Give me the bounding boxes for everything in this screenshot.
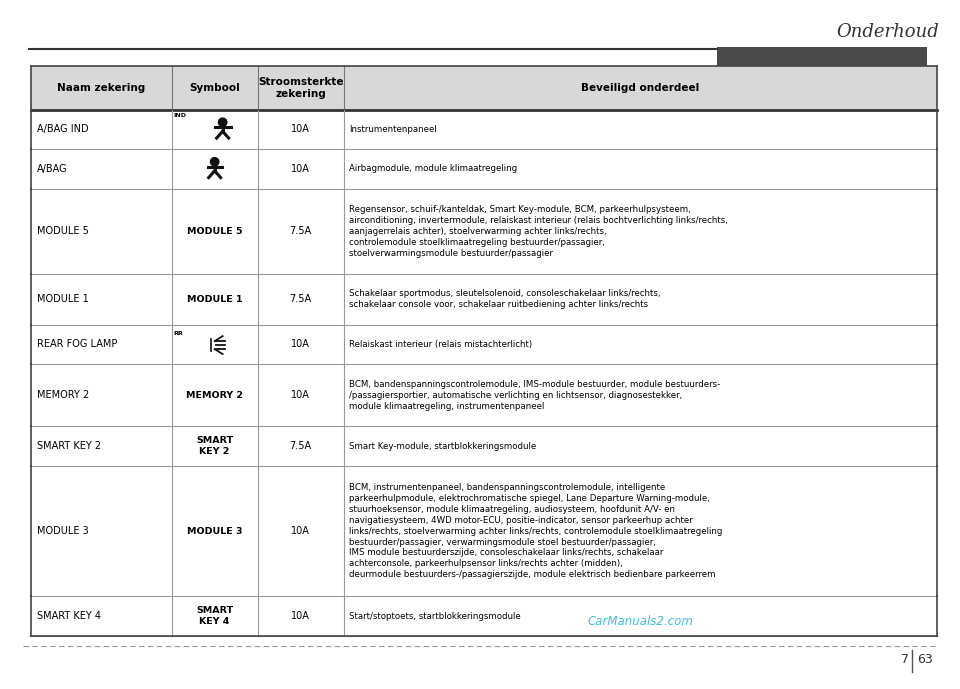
Text: RR: RR bbox=[174, 331, 183, 336]
Text: SMART KEY 2: SMART KEY 2 bbox=[37, 441, 102, 451]
Text: Onderhoud: Onderhoud bbox=[836, 23, 939, 41]
Text: MODULE 1: MODULE 1 bbox=[187, 295, 243, 304]
FancyBboxPatch shape bbox=[32, 110, 937, 149]
Text: BCM, instrumentenpaneel, bandenspanningscontrolemodule, intelligente
parkeerhulp: BCM, instrumentenpaneel, bandenspannings… bbox=[348, 483, 722, 579]
FancyBboxPatch shape bbox=[717, 48, 926, 66]
FancyBboxPatch shape bbox=[32, 66, 937, 110]
Text: BCM, bandenspanningscontrolemodule, IMS-module bestuurder, module bestuurders-
/: BCM, bandenspanningscontrolemodule, IMS-… bbox=[348, 380, 720, 411]
Text: 10A: 10A bbox=[291, 125, 310, 134]
Text: Start/stoptoets, startblokkeringsmodule: Start/stoptoets, startblokkeringsmodule bbox=[348, 612, 520, 621]
Text: MEMORY 2: MEMORY 2 bbox=[186, 391, 243, 400]
FancyBboxPatch shape bbox=[32, 325, 937, 364]
Text: 7.5A: 7.5A bbox=[290, 294, 312, 304]
Text: SMART KEY 4: SMART KEY 4 bbox=[37, 611, 102, 621]
Text: Schakelaar sportmodus, sleutelsolenoid, consoleschakelaar links/rechts,
schakela: Schakelaar sportmodus, sleutelsolenoid, … bbox=[348, 289, 660, 309]
Text: Stroomsterkte
zekering: Stroomsterkte zekering bbox=[258, 77, 344, 99]
Text: Airbagmodule, module klimaatregeling: Airbagmodule, module klimaatregeling bbox=[348, 165, 516, 174]
Text: 10A: 10A bbox=[291, 390, 310, 400]
Text: 7: 7 bbox=[900, 652, 909, 666]
Text: Regensensor, schuif-/kanteldak, Smart Key-module, BCM, parkeerhulpsysteem,
airco: Regensensor, schuif-/kanteldak, Smart Ke… bbox=[348, 205, 728, 258]
Text: Relaiskast interieur (relais mistachterlicht): Relaiskast interieur (relais mistachterl… bbox=[348, 340, 532, 349]
Text: A/BAG IND: A/BAG IND bbox=[37, 125, 89, 134]
Text: MODULE 5: MODULE 5 bbox=[187, 227, 242, 236]
Text: Smart Key-module, startblokkeringsmodule: Smart Key-module, startblokkeringsmodule bbox=[348, 442, 536, 451]
Text: 7.5A: 7.5A bbox=[290, 441, 312, 451]
Text: 10A: 10A bbox=[291, 164, 310, 174]
Text: MODULE 5: MODULE 5 bbox=[37, 226, 89, 236]
Text: SMART
KEY 4: SMART KEY 4 bbox=[196, 606, 233, 626]
Text: IND: IND bbox=[174, 113, 186, 119]
FancyBboxPatch shape bbox=[32, 364, 937, 426]
Text: 10A: 10A bbox=[291, 339, 310, 349]
Text: Symbool: Symbool bbox=[189, 83, 240, 93]
Text: 7.5A: 7.5A bbox=[290, 226, 312, 236]
Text: A/BAG: A/BAG bbox=[37, 164, 68, 174]
FancyBboxPatch shape bbox=[32, 189, 937, 274]
Text: 10A: 10A bbox=[291, 526, 310, 536]
FancyBboxPatch shape bbox=[32, 466, 937, 596]
Circle shape bbox=[210, 158, 219, 166]
Text: 10A: 10A bbox=[291, 611, 310, 621]
Text: Instrumentenpaneel: Instrumentenpaneel bbox=[348, 125, 437, 134]
Text: MEMORY 2: MEMORY 2 bbox=[37, 390, 89, 400]
Text: 63: 63 bbox=[917, 652, 932, 666]
Circle shape bbox=[219, 118, 227, 127]
Text: CarManuals2.com: CarManuals2.com bbox=[588, 615, 693, 628]
FancyBboxPatch shape bbox=[32, 149, 937, 189]
Text: Beveiligd onderdeel: Beveiligd onderdeel bbox=[581, 83, 699, 93]
Text: SMART
KEY 2: SMART KEY 2 bbox=[196, 436, 233, 456]
FancyBboxPatch shape bbox=[32, 274, 937, 325]
Text: REAR FOG LAMP: REAR FOG LAMP bbox=[37, 339, 118, 349]
Text: MODULE 3: MODULE 3 bbox=[37, 526, 89, 536]
FancyBboxPatch shape bbox=[32, 426, 937, 466]
Text: MODULE 1: MODULE 1 bbox=[37, 294, 89, 304]
Text: MODULE 3: MODULE 3 bbox=[187, 526, 242, 535]
Text: Naam zekering: Naam zekering bbox=[58, 83, 146, 93]
FancyBboxPatch shape bbox=[32, 596, 937, 636]
